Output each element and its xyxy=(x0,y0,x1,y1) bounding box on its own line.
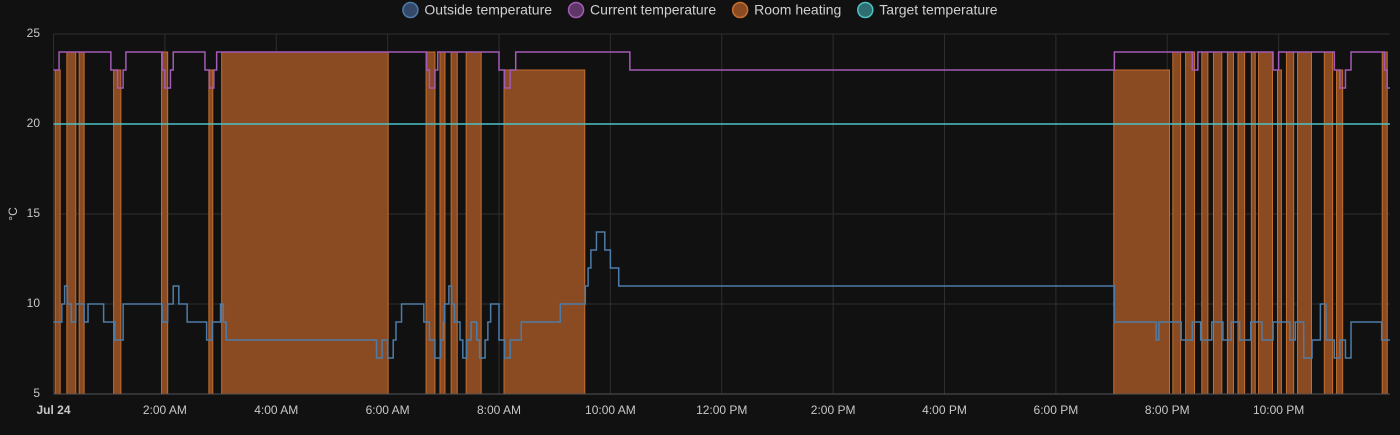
x-tick-label: 4:00 PM xyxy=(922,403,967,417)
y-tick-label: 10 xyxy=(27,296,41,310)
legend-item[interactable]: Target temperature xyxy=(857,1,998,19)
x-tick-label: Jul 24 xyxy=(36,403,70,417)
heating-interval xyxy=(1113,69,1170,395)
y-tick-label: 20 xyxy=(27,116,41,130)
x-tick-label: 6:00 PM xyxy=(1034,403,1079,417)
legend-item[interactable]: Room heating xyxy=(731,1,842,19)
legend-label: Target temperature xyxy=(879,2,997,18)
heating-interval xyxy=(503,69,586,395)
heating-interval xyxy=(1212,51,1223,395)
heating-interval xyxy=(1237,51,1246,395)
legend-item[interactable]: Outside temperature xyxy=(402,1,552,19)
heating-interval xyxy=(1381,51,1388,395)
heating-interval xyxy=(1185,51,1196,395)
heating-interval xyxy=(450,51,458,395)
y-tick-label: 15 xyxy=(27,206,41,220)
plot-area xyxy=(53,51,1390,395)
y-tick-label: 5 xyxy=(33,386,40,400)
x-tick-label: 8:00 AM xyxy=(477,403,521,417)
heating-interval xyxy=(1277,69,1282,395)
heating-interval xyxy=(113,69,122,395)
x-tick-label: 2:00 AM xyxy=(143,403,187,417)
legend-item[interactable]: Current temperature xyxy=(567,1,717,19)
heating-interval xyxy=(78,51,85,395)
heating-interval xyxy=(161,51,169,395)
x-tick-label: 10:00 PM xyxy=(1253,403,1304,417)
temperature-line xyxy=(53,231,1390,359)
legend-label: Current temperature xyxy=(590,2,716,18)
legend-swatch xyxy=(402,1,419,19)
heating-interval xyxy=(1285,51,1295,395)
legend-label: Outside temperature xyxy=(424,2,552,18)
x-tick-label: 12:00 PM xyxy=(696,403,747,417)
x-tick-label: 8:00 PM xyxy=(1145,403,1190,417)
x-tick-label: 10:00 AM xyxy=(585,403,636,417)
legend: Outside temperature Current temperature Ro… xyxy=(402,1,998,19)
heating-interval xyxy=(1250,51,1256,395)
heating-interval xyxy=(1297,51,1312,395)
heating-interval xyxy=(425,51,436,395)
legend-swatch xyxy=(731,1,749,19)
heating-interval xyxy=(1323,51,1334,395)
legend-swatch xyxy=(567,1,585,19)
heating-interval xyxy=(1172,51,1182,395)
heating-interval xyxy=(54,69,61,395)
temperature-line xyxy=(53,51,1390,89)
axes: 5 10 15 20 25 Jul 24 2:00 AM 4:00 AM 6:00 AM 8:00… xyxy=(27,26,1390,417)
heating-interval xyxy=(221,51,389,395)
x-tick-label: 6:00 AM xyxy=(366,403,410,417)
x-tick-label: 4:00 AM xyxy=(254,403,298,417)
y-axis-label: °C xyxy=(6,207,20,221)
y-tick-label: 25 xyxy=(27,26,41,40)
heating-interval xyxy=(1258,51,1273,395)
heating-interval xyxy=(1226,51,1235,395)
legend-swatch xyxy=(857,1,874,19)
legend-label: Room heating xyxy=(754,2,841,18)
x-tick-label: 2:00 PM xyxy=(811,403,856,417)
heating-interval xyxy=(66,51,77,395)
heating-interval xyxy=(1201,51,1209,395)
heating-interval xyxy=(208,69,214,395)
